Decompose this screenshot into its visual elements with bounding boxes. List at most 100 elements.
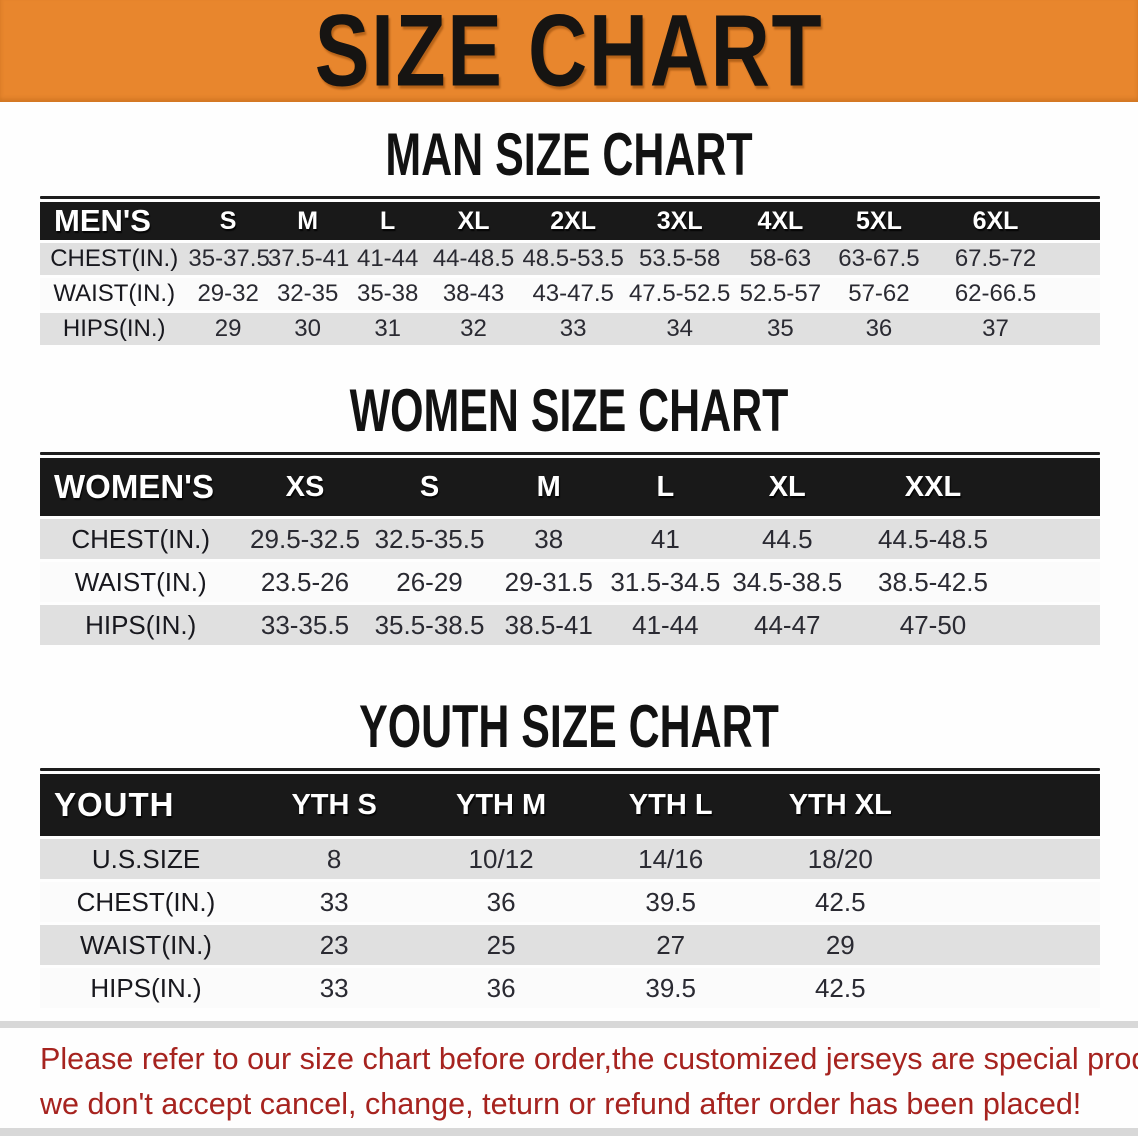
men-value-cell: 30 — [267, 313, 348, 345]
youth-value-cell: 33 — [252, 882, 417, 922]
disclaimer-line-2: we don't accept cancel, change, teturn o… — [40, 1086, 1082, 1121]
men-value-cell: 44-48.5 — [427, 243, 520, 275]
women-size-column-header: XXL — [850, 458, 1016, 516]
men-row-filler-cell — [1061, 313, 1100, 345]
youth-row-filler-cell — [925, 925, 1100, 965]
women-value-cell: 44.5 — [723, 519, 851, 559]
women-value-cell: 34.5-38.5 — [723, 562, 851, 602]
men-value-cell: 38-43 — [427, 278, 520, 310]
men-value-cell: 52.5-57 — [732, 278, 829, 310]
bottom-strip — [0, 1128, 1138, 1136]
men-size-column-header: XL — [427, 202, 520, 240]
youth-section-heading: YOUTH SIZE CHART — [359, 692, 779, 761]
youth-table-title: YOUTH — [40, 774, 252, 836]
women-value-cell: 44.5-48.5 — [850, 519, 1016, 559]
youth-size-column-header: YTH S — [252, 774, 417, 836]
women-measurement-row: HIPS(IN.) 33-35.5 35.5-38.5 38.5-41 41-44 44-… — [40, 605, 1100, 645]
youth-value-cell: 39.5 — [585, 968, 756, 1008]
men-value-cell: 33 — [519, 313, 628, 345]
youth-size-table-section: YOUTH YTH S YTH M YTH L YTH XL U.S.SIZE 8 10/12… — [40, 768, 1100, 1011]
women-value-cell: 29-31.5 — [490, 562, 608, 602]
youth-value-cell: 42.5 — [755, 968, 926, 1008]
men-table-title: MEN'S — [40, 202, 189, 240]
youth-row-label: WAIST(IN.) — [40, 925, 252, 965]
youth-row-filler-cell — [925, 968, 1100, 1008]
youth-measurement-row: U.S.SIZE 8 10/12 14/16 18/20 — [40, 839, 1100, 879]
size-chart-banner: SIZE CHART — [0, 0, 1138, 109]
women-row-filler-cell — [1015, 562, 1100, 602]
women-value-cell: 23.5-26 — [241, 562, 369, 602]
women-measurement-row: WAIST(IN.) 23.5-26 26-29 29-31.5 31.5-34.5 34… — [40, 562, 1100, 602]
men-value-cell: 37.5-41 — [267, 243, 349, 275]
youth-size-column-header: YTH L — [585, 774, 756, 836]
youth-row-label: CHEST(IN.) — [40, 882, 252, 922]
youth-size-table: YOUTH YTH S YTH M YTH L YTH XL U.S.SIZE 8 10/12… — [40, 771, 1100, 1011]
men-value-cell: 32-35 — [267, 278, 348, 310]
men-value-cell: 36 — [828, 313, 930, 345]
men-value-cell: 47.5-52.5 — [627, 278, 733, 310]
youth-measurement-row: WAIST(IN.) 23 25 27 29 — [40, 925, 1100, 965]
men-value-cell: 35 — [732, 313, 829, 345]
men-value-cell: 58-63 — [732, 243, 829, 275]
women-header-filler-cell — [1015, 458, 1100, 516]
youth-value-cell: 27 — [585, 925, 756, 965]
youth-value-cell: 33 — [252, 968, 417, 1008]
youth-value-cell: 25 — [416, 925, 586, 965]
men-value-cell: 31 — [347, 313, 428, 345]
women-value-cell: 26-29 — [368, 562, 491, 602]
youth-header-filler-cell — [925, 774, 1100, 836]
men-value-cell: 41-44 — [347, 243, 428, 275]
women-row-label: CHEST(IN.) — [40, 519, 242, 559]
men-header-row: MEN'S S M L XL 2XL 3XL 4XL 5XL 6XL — [40, 202, 1100, 240]
youth-value-cell: 10/12 — [416, 839, 586, 879]
women-value-cell: 38.5-42.5 — [850, 562, 1016, 602]
youth-row-filler-cell — [925, 882, 1100, 922]
men-row-label: HIPS(IN.) — [40, 313, 189, 345]
men-size-column-header: 3XL — [627, 202, 733, 240]
women-row-label: WAIST(IN.) — [40, 562, 242, 602]
women-value-cell: 47-50 — [850, 605, 1016, 645]
women-row-filler-cell — [1015, 605, 1100, 645]
men-size-column-header: 4XL — [732, 202, 829, 240]
youth-value-cell: 36 — [416, 968, 586, 1008]
women-value-cell: 29.5-32.5 — [241, 519, 369, 559]
youth-row-label: HIPS(IN.) — [40, 968, 252, 1008]
women-value-cell: 38.5-41 — [490, 605, 608, 645]
women-size-column-header: XL — [723, 458, 851, 516]
men-size-table: MEN'S S M L XL 2XL 3XL 4XL 5XL 6XL CHEST(IN.) 35-37… — [40, 199, 1100, 348]
men-row-label: CHEST(IN.) — [40, 243, 189, 275]
men-table-top-rule — [40, 196, 1100, 199]
women-size-table-section: WOMEN'S XS S M L XL XXL CHEST(IN.) 29.5-32.5 32.5… — [40, 452, 1100, 648]
men-value-cell: 62-66.5 — [929, 278, 1062, 310]
youth-value-cell: 14/16 — [585, 839, 756, 879]
youth-size-column-header: YTH M — [416, 774, 586, 836]
men-value-cell: 63-67.5 — [828, 243, 930, 275]
men-header-filler-cell — [1061, 202, 1100, 240]
banner-title: SIZE CHART — [314, 0, 824, 109]
women-size-column-header: S — [368, 458, 491, 516]
youth-value-cell: 42.5 — [755, 882, 926, 922]
youth-value-cell: 23 — [252, 925, 417, 965]
men-row-filler-cell — [1061, 278, 1100, 310]
youth-row-filler-cell — [925, 839, 1100, 879]
disclaimer: Please refer to our size chart before or… — [40, 1036, 1138, 1126]
men-value-cell: 53.5-58 — [627, 243, 733, 275]
youth-value-cell: 18/20 — [755, 839, 926, 879]
youth-row-label: U.S.SIZE — [40, 839, 252, 879]
youth-value-cell: 8 — [252, 839, 417, 879]
men-size-column-header: M — [267, 202, 348, 240]
men-value-cell: 43-47.5 — [519, 278, 628, 310]
youth-value-cell: 29 — [755, 925, 926, 965]
women-value-cell: 41-44 — [607, 605, 724, 645]
women-size-column-header: L — [607, 458, 724, 516]
youth-value-cell: 36 — [416, 882, 586, 922]
men-value-cell: 37 — [929, 313, 1062, 345]
women-row-filler-cell — [1015, 519, 1100, 559]
men-size-column-header: 6XL — [929, 202, 1062, 240]
men-size-column-header: 5XL — [828, 202, 930, 240]
men-measurement-row: HIPS(IN.) 29 30 31 32 33 34 35 36 37 — [40, 313, 1100, 345]
youth-header-row: YOUTH YTH S YTH M YTH L YTH XL — [40, 774, 1100, 836]
men-measurement-row: WAIST(IN.) 29-32 32-35 35-38 38-43 43-47.5 47.… — [40, 278, 1100, 310]
men-value-cell: 57-62 — [828, 278, 930, 310]
men-value-cell: 29-32 — [188, 278, 268, 310]
